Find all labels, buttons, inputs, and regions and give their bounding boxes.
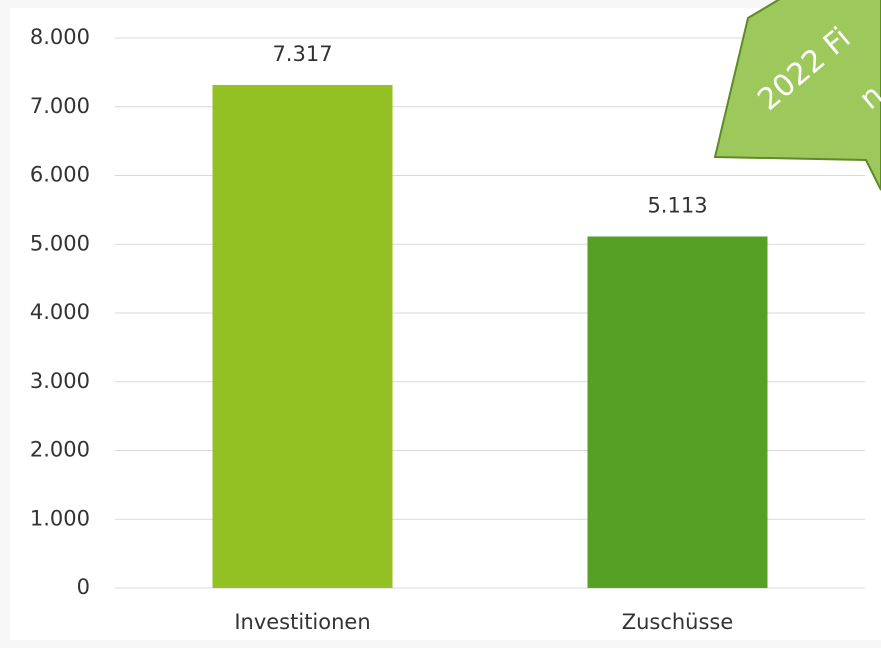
marks: 0 1.000 2.000 3.000 4.000 5.000 6.000 7.000 8.00… <box>30 25 865 634</box>
bar <box>212 84 393 589</box>
bar <box>587 236 768 588</box>
y-tick-label: 6.000 <box>30 163 90 187</box>
y-tick-label: 1.000 <box>30 506 90 530</box>
y-tick-label: 4.000 <box>30 300 90 324</box>
y-tick-label: 5.000 <box>30 231 90 255</box>
x-tick-label: Zuschüsse <box>622 610 734 634</box>
arrow-shape <box>713 0 881 191</box>
y-tick-label: 8.000 <box>30 25 90 49</box>
y-tick-label: 3.000 <box>30 369 90 393</box>
y-tick-label: 2.000 <box>30 438 90 462</box>
x-tick-label: Investitionen <box>234 610 370 634</box>
y-tick-label: 0 <box>77 575 90 599</box>
value-label: 5.113 <box>647 193 707 217</box>
value-label: 7.317 <box>272 42 332 66</box>
callout-arrow: 2022 Fi n <box>713 0 881 191</box>
y-tick-label: 7.000 <box>30 94 90 118</box>
